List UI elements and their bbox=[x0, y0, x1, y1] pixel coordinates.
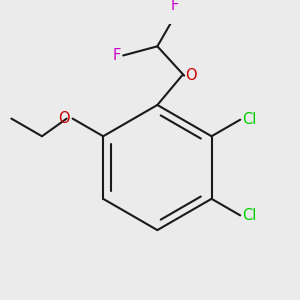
Text: O: O bbox=[185, 68, 197, 83]
Text: F: F bbox=[113, 48, 121, 63]
Text: F: F bbox=[171, 0, 179, 13]
Text: Cl: Cl bbox=[242, 208, 257, 223]
Text: Cl: Cl bbox=[242, 112, 257, 127]
Text: O: O bbox=[58, 111, 70, 126]
